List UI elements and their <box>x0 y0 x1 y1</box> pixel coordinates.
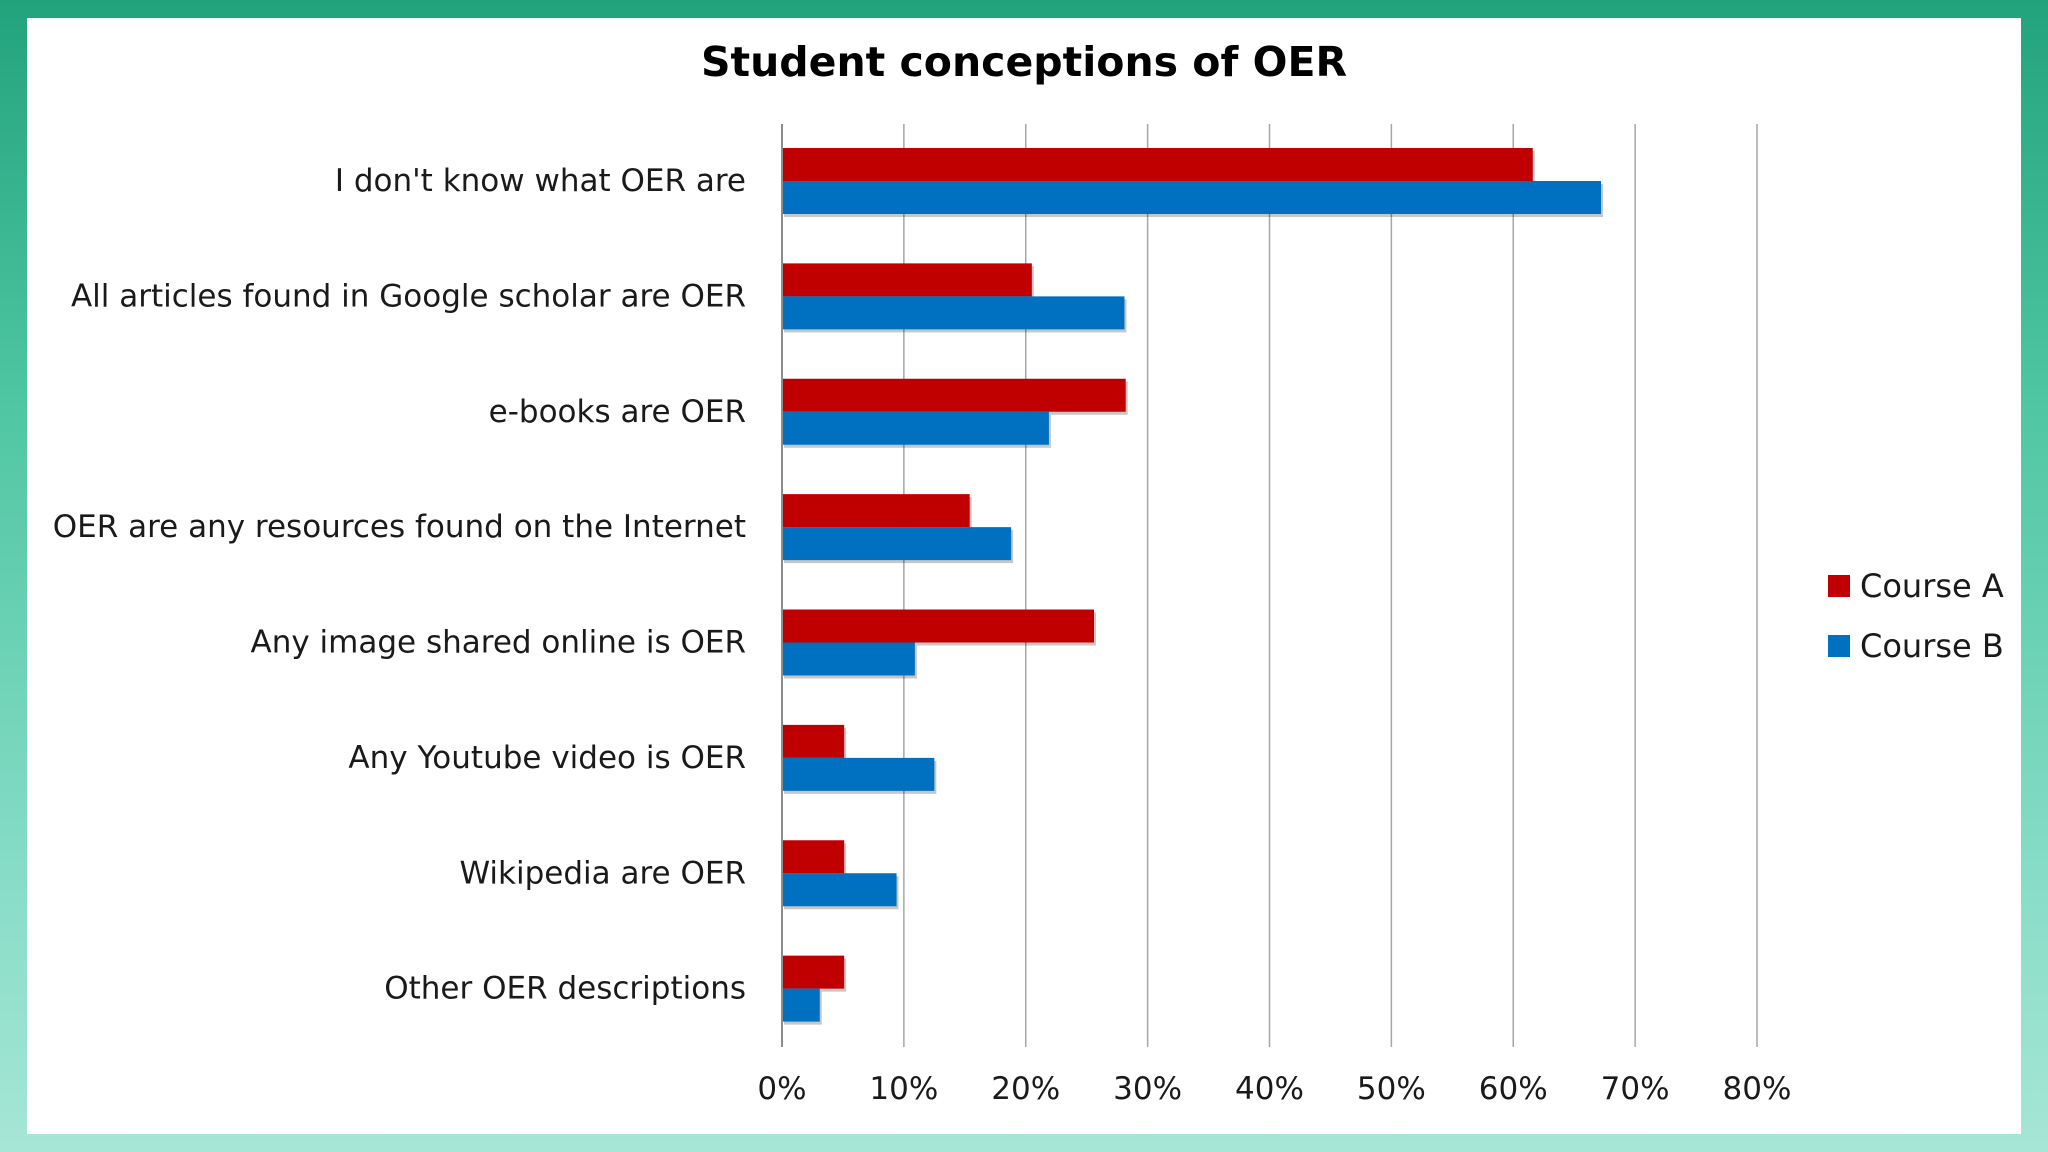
category-label: Any Youtube video is OER <box>348 740 746 776</box>
x-tick-labels: 0% 10% 20% 30% 40% 50% 60% 70% 80% <box>757 1071 1791 1107</box>
x-tick-label: 70% <box>1601 1071 1670 1107</box>
x-tick-label: 10% <box>869 1071 938 1107</box>
category-label: Wikipedia are OER <box>459 855 746 891</box>
bar-course-b-8 <box>782 988 820 1022</box>
category-label: Other OER descriptions <box>384 971 746 1007</box>
bar-course-b-4 <box>782 527 1012 561</box>
x-tick-label: 40% <box>1235 1071 1304 1107</box>
bars <box>782 148 1603 1025</box>
gridlines <box>903 124 1758 1047</box>
bar-course-b-1 <box>782 181 1601 214</box>
bar-course-a-3 <box>782 378 1126 412</box>
legend-label: Course B <box>1860 627 2004 665</box>
category-label: All articles found in Google scholar are… <box>71 278 746 314</box>
x-tick-label: 0% <box>757 1071 806 1107</box>
category-label: I don't know what OER are <box>335 163 746 199</box>
x-tick-label: 30% <box>1113 1071 1182 1107</box>
x-tick-label: 50% <box>1357 1071 1426 1107</box>
bar-course-a-1 <box>782 148 1533 181</box>
legend-swatch-course-b <box>1828 635 1850 657</box>
bar-course-a-8 <box>782 955 845 989</box>
bar-course-a-4 <box>782 494 970 528</box>
chart-title: Student conceptions of OER <box>700 38 1348 86</box>
bar-course-a-2 <box>782 263 1032 297</box>
bar-course-a-6 <box>782 724 845 758</box>
bar-course-b-7 <box>782 873 897 907</box>
legend: Course A Course B <box>1828 567 2004 665</box>
bar-course-b-2 <box>782 296 1125 330</box>
category-labels: I don't know what OER are All articles fo… <box>53 163 746 1007</box>
category-label: Any image shared online is OER <box>251 625 747 661</box>
bar-course-a-7 <box>782 840 845 874</box>
x-tick-label: 20% <box>991 1071 1060 1107</box>
x-tick-label: 60% <box>1479 1071 1548 1107</box>
bar-course-b-5 <box>782 642 915 676</box>
legend-swatch-course-a <box>1828 575 1850 597</box>
category-label: e-books are OER <box>489 394 746 430</box>
bar-course-b-3 <box>782 411 1049 445</box>
legend-label: Course A <box>1860 567 2004 605</box>
category-label: OER are any resources found on the Inter… <box>53 509 746 545</box>
bar-course-a-5 <box>782 609 1094 643</box>
bar-course-b-6 <box>782 757 935 791</box>
x-tick-label: 80% <box>1723 1071 1792 1107</box>
